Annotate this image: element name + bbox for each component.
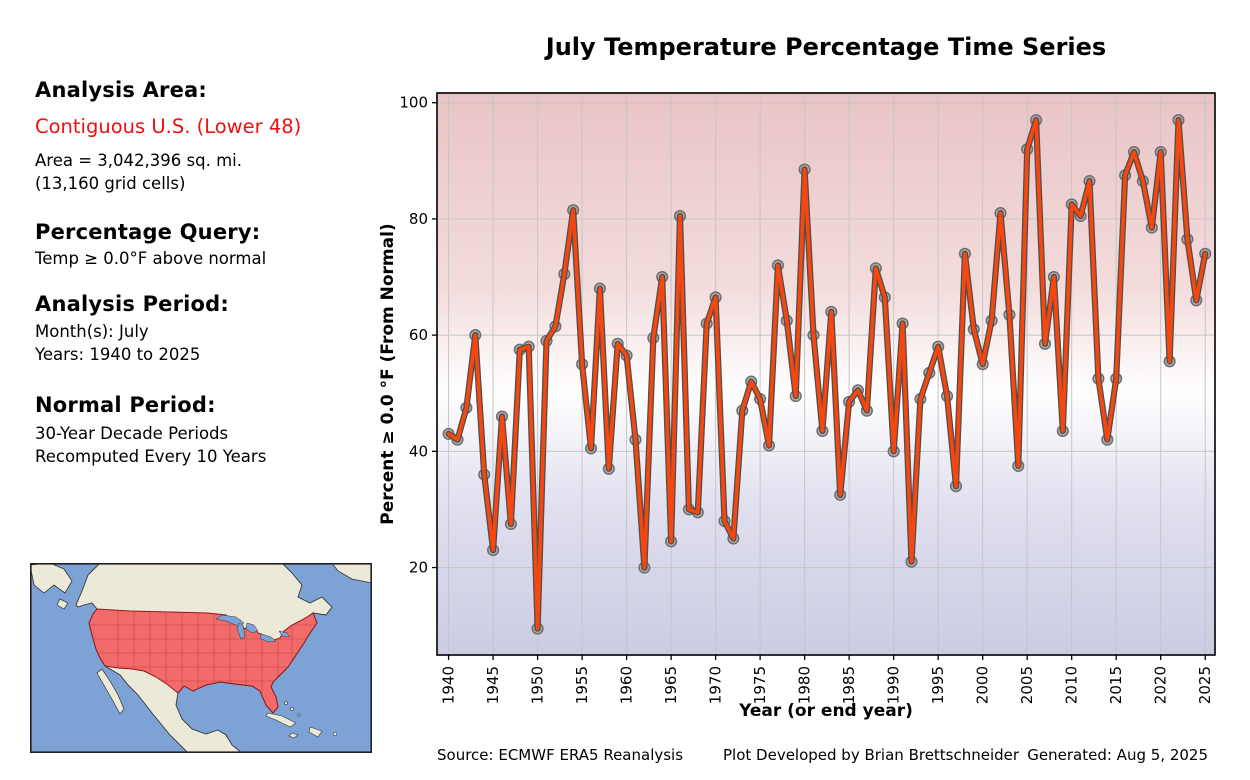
normal-period-heading: Normal Period: (35, 393, 216, 417)
analysis-area-map (30, 563, 372, 753)
y-tick-label-20: 20 (409, 559, 428, 577)
series-line (446, 118, 1208, 631)
x-tick-label-1965: 1965 (662, 666, 680, 704)
x-tick-label-1995: 1995 (929, 666, 947, 704)
x-axis-label: Year (or end year) (739, 701, 913, 721)
map-greenland (331, 563, 372, 584)
y-tick-label-80: 80 (409, 210, 428, 228)
x-tick-label-1970: 1970 (707, 666, 725, 704)
analysis-period-month: Month(s): July (35, 322, 149, 341)
plot-frame (436, 92, 1216, 656)
x-tick-label-1990: 1990 (885, 666, 903, 704)
x-tick-label-1980: 1980 (796, 666, 814, 704)
chart-title: July Temperature Percentage Time Series (545, 33, 1107, 61)
normal-period-line1: 30-Year Decade Periods (35, 424, 229, 443)
percentage-query-value: Temp ≥ 0.0°F above normal (35, 249, 267, 268)
x-tick-label-2000: 2000 (974, 666, 992, 704)
x-tick-label-2020: 2020 (1152, 666, 1170, 704)
map-frame (30, 563, 372, 753)
axis-tick-labels: 20 40 60 80 100 1940 1945 1950 1955 1960 1965 1970 1… (399, 94, 1214, 704)
map-island (56, 598, 69, 610)
analysis-period-heading: Analysis Period: (35, 292, 230, 316)
x-tick-label-1950: 1950 (529, 666, 547, 704)
x-tick-label-2025: 2025 (1196, 666, 1214, 704)
x-tick-label-1940: 1940 (440, 666, 458, 704)
x-tick-label-2010: 2010 (1063, 666, 1081, 704)
map-great-lakes (215, 614, 291, 643)
x-tick-label-2005: 2005 (1018, 666, 1036, 704)
map-alaska (30, 563, 73, 594)
x-tick-label-1975: 1975 (751, 666, 769, 704)
area-size-line: Area = 3,042,396 sq. mi. (35, 151, 242, 170)
y-tick-label-60: 60 (409, 326, 428, 344)
timeseries-plot: 20 40 60 80 100 1940 1945 1950 1955 1960 1965 1970 1… (399, 92, 1216, 704)
y-tick-label-40: 40 (409, 442, 428, 460)
analysis-area-heading: Analysis Area: (35, 78, 207, 102)
x-tick-label-2015: 2015 (1107, 666, 1125, 704)
percentage-query-heading: Percentage Query: (35, 220, 261, 244)
analysis-area-value: Contiguous U.S. (Lower 48) (35, 115, 302, 138)
x-tick-label-1960: 1960 (618, 666, 636, 704)
map-state-borders (89, 609, 317, 693)
map-caribbean-islands (265, 701, 338, 739)
y-tick-label-100: 100 (399, 94, 428, 112)
map-baja (96, 668, 125, 715)
axis-ticks (432, 102, 1206, 660)
x-tick-label-1955: 1955 (573, 666, 591, 704)
normal-period-line2: Recomputed Every 10 Years (35, 447, 267, 466)
footer-developer: Plot Developed by Brian Brettschneider (723, 746, 1020, 764)
grid-cells-line: (13,160 grid cells) (35, 174, 186, 193)
sidebar: Analysis Area: Contiguous U.S. (Lower 48… (0, 0, 380, 560)
analysis-period-years: Years: 1940 to 2025 (35, 345, 201, 364)
x-tick-label-1985: 1985 (840, 666, 858, 704)
x-tick-label-1945: 1945 (484, 666, 502, 704)
footer-source: Source: ECMWF ERA5 Reanalysis (437, 746, 684, 764)
footer-generated: Generated: Aug 5, 2025 (1027, 746, 1208, 764)
